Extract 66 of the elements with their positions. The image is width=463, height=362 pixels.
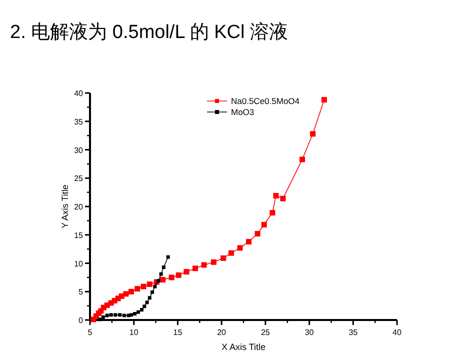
y-axis-title: Y Axis Title bbox=[60, 184, 70, 228]
point bbox=[150, 290, 154, 294]
point bbox=[118, 313, 122, 317]
x-tick-label: 35 bbox=[348, 328, 358, 337]
point bbox=[153, 284, 157, 288]
y-tick-label: 35 bbox=[74, 117, 84, 126]
x-tick-label: 10 bbox=[129, 328, 139, 337]
point bbox=[201, 262, 207, 268]
x-tick-label: 25 bbox=[260, 328, 270, 337]
point bbox=[105, 314, 109, 318]
point bbox=[159, 272, 163, 276]
point bbox=[156, 279, 160, 283]
point bbox=[192, 266, 198, 272]
x-tick-label: 40 bbox=[392, 328, 402, 337]
point bbox=[261, 222, 267, 228]
point bbox=[237, 245, 243, 251]
point bbox=[162, 265, 166, 269]
y-tick-label: 10 bbox=[74, 259, 84, 268]
y-tick-label: 40 bbox=[74, 89, 84, 98]
point bbox=[146, 281, 152, 287]
point bbox=[280, 196, 286, 202]
point bbox=[123, 291, 129, 297]
x-tick-label: 20 bbox=[217, 328, 227, 337]
y-tick-label: 25 bbox=[74, 174, 84, 184]
legend-label: Na0.5Ce0.5MoO4 bbox=[231, 96, 300, 106]
point bbox=[142, 304, 146, 308]
chart-title: 2. 电解液为 0.5mol/L 的 KCl 溶液 bbox=[10, 21, 288, 43]
point bbox=[140, 284, 146, 290]
point bbox=[254, 230, 260, 236]
point bbox=[166, 255, 170, 259]
point bbox=[145, 300, 149, 304]
x-axis-title: X Axis Title bbox=[221, 342, 266, 352]
point bbox=[321, 97, 327, 103]
point bbox=[220, 255, 226, 261]
point bbox=[114, 313, 118, 317]
y-tick-label: 5 bbox=[78, 288, 84, 297]
point bbox=[122, 314, 126, 318]
y-tick-label: 30 bbox=[74, 146, 84, 155]
point bbox=[109, 313, 113, 317]
point bbox=[310, 131, 316, 137]
x-tick-label: 15 bbox=[173, 328, 183, 337]
point bbox=[132, 312, 136, 316]
point bbox=[160, 276, 166, 282]
point bbox=[228, 250, 234, 256]
point bbox=[168, 274, 174, 280]
point bbox=[136, 310, 140, 314]
point bbox=[246, 238, 252, 244]
point bbox=[134, 286, 140, 292]
point bbox=[140, 308, 144, 312]
point bbox=[184, 269, 190, 275]
point bbox=[300, 156, 306, 162]
point bbox=[101, 315, 105, 319]
y-tick-label: 15 bbox=[74, 230, 84, 240]
point bbox=[270, 210, 276, 216]
y-tick-label: 0 bbox=[78, 316, 84, 325]
x-tick-label: 5 bbox=[88, 328, 93, 337]
point bbox=[148, 296, 152, 300]
point bbox=[176, 272, 182, 278]
point bbox=[210, 259, 216, 265]
point bbox=[128, 288, 134, 294]
point bbox=[273, 192, 279, 198]
point bbox=[129, 313, 133, 317]
point bbox=[98, 318, 102, 322]
y-tick-label: 20 bbox=[74, 202, 84, 212]
legend-label: MoO3 bbox=[231, 107, 254, 117]
x-tick-label: 30 bbox=[304, 328, 314, 337]
